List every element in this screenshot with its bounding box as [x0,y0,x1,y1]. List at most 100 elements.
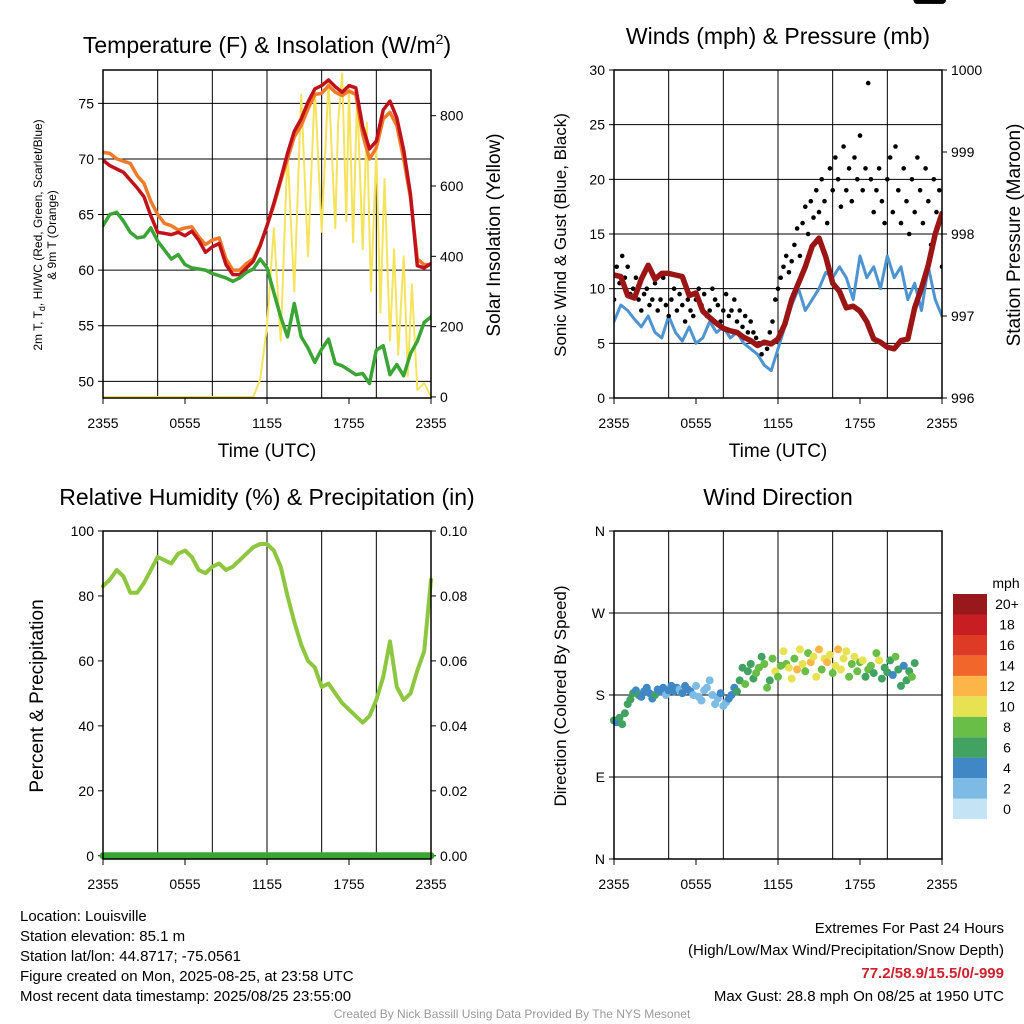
direction-point [757,652,766,661]
temperature-line [103,78,431,277]
direction-point [620,709,629,718]
wind-direction-xtick-label: 2355 [926,876,957,892]
temperature-xtick-label: 2355 [87,415,118,431]
gust-point [800,220,805,226]
colorbar-label: 4 [1003,760,1011,776]
direction-point [938,0,946,4]
colorbar-swatch [953,675,987,697]
colorbar-swatch [953,614,987,635]
gust-point [879,198,885,204]
gust-point [849,198,855,204]
gust-point [674,308,680,313]
extremes-values: 77.2/58.9/15.5/0/-999 [861,965,1004,982]
direction-point [907,672,916,681]
humidity-grid [157,531,377,859]
temperature-y2tick-label: 600 [440,178,464,194]
direction-point [828,669,837,678]
gust-point [893,144,898,149]
winds-xtick-label: 1155 [763,415,793,431]
humidity-ytick-label: 80 [78,588,94,604]
humidity-y2tick-label: 0.08 [440,588,467,604]
gust-point [715,302,721,308]
winds-ytick-label: 25 [589,117,605,133]
gust-point [865,80,871,86]
gust-point [734,319,740,324]
gust-point [751,330,756,335]
humidity-ylabel: Percent & Precipitation [27,599,48,792]
direction-point [858,656,867,665]
wind-direction-xtick-label: 2355 [598,876,629,892]
gust-point [740,324,745,330]
gust-point [748,319,753,324]
gust-point [778,275,783,281]
elevation-text: Station elevation: 85.1 m [20,928,186,945]
direction-points [610,0,946,729]
direction-point [760,660,769,668]
extremes-title: Extremes For Past 24 Hours [814,920,1004,937]
humidity-xtick-label: 0555 [169,876,200,892]
colorbar-swatch [953,798,987,819]
pressure-line [614,210,942,352]
gust-point [816,209,822,215]
winds-ytick-label: 10 [589,281,605,297]
direction-point [891,652,900,661]
gust-point [696,286,701,292]
colorbar-label: 18 [999,617,1015,633]
direction-point [774,672,782,681]
direction-point [765,676,774,685]
temperature-ylabel-line1: 2m T, Td, HI/WC (Red, Green, Scarlet/Blu… [31,119,47,350]
direction-point [834,645,843,654]
direction-point [716,689,725,698]
gust-point [808,198,814,204]
gust-point [805,231,811,237]
gust-point [639,308,644,313]
gust-point [783,253,789,259]
gust-point [811,215,816,220]
winds-ytick-label: 15 [589,226,605,242]
gust-point [663,302,669,308]
gust-point [742,313,748,319]
gust-point [915,155,920,160]
created-text: Figure created on Mon, 2025-08-25, at 23… [20,968,354,985]
winds-ytick-label: 0 [597,390,605,406]
recent-data-text: Most recent data timestamp: 2025/08/25 2… [20,988,352,1005]
gust-point [625,264,630,270]
temperature-ytick-label: 70 [78,151,94,167]
wind-direction-plot-border [613,530,943,860]
direction-point [839,654,848,663]
gust-point [827,166,833,171]
direction-point [812,672,821,681]
gust-point [658,297,663,302]
gust-point [707,308,712,313]
extremes-subtitle: (High/Low/Max Wind/Precipitation/Snow De… [688,942,1004,959]
direction-point [842,647,851,656]
direction-point [795,645,804,654]
max-gust-text: Max Gust: 28.8 mph On 08/25 at 1950 UTC [713,988,1004,1005]
humidity-xtick-label: 1155 [252,876,282,892]
humidity-y2tick-label: 0.04 [440,718,467,734]
gust-point [701,291,707,297]
direction-point [787,674,796,683]
direction-point [815,645,823,654]
temperature-ytick-label: 60 [78,262,94,278]
direction-point [733,687,741,696]
temperature-y2tick-label: 0 [440,389,448,405]
humidity-y2tick-label: 0.02 [440,783,467,799]
gust-point [726,313,732,319]
insolation-line [103,72,431,398]
gust-point [860,188,865,193]
colorbar-swatch [953,594,987,615]
temperature-ylabel-line2: & 9m T (Orange) [45,190,59,280]
humidity-xtick-label: 2355 [415,876,446,892]
gust-point [923,166,928,171]
direction-point [768,654,777,663]
direction-point [869,669,878,678]
colorbar-swatch [953,778,987,799]
temperature-ylabel-right: Solar Insolation (Yellow) [484,133,505,336]
winds-xtick-label: 1755 [844,415,875,431]
direction-point [626,695,635,704]
colorbar-unit: mph [992,575,1019,591]
humidity-panel: Relative Humidity (%) & Precipitation (i… [27,484,475,892]
humidity-y2tick-label: 0.00 [440,848,467,864]
wind-direction-ytick-label: S [596,687,605,703]
